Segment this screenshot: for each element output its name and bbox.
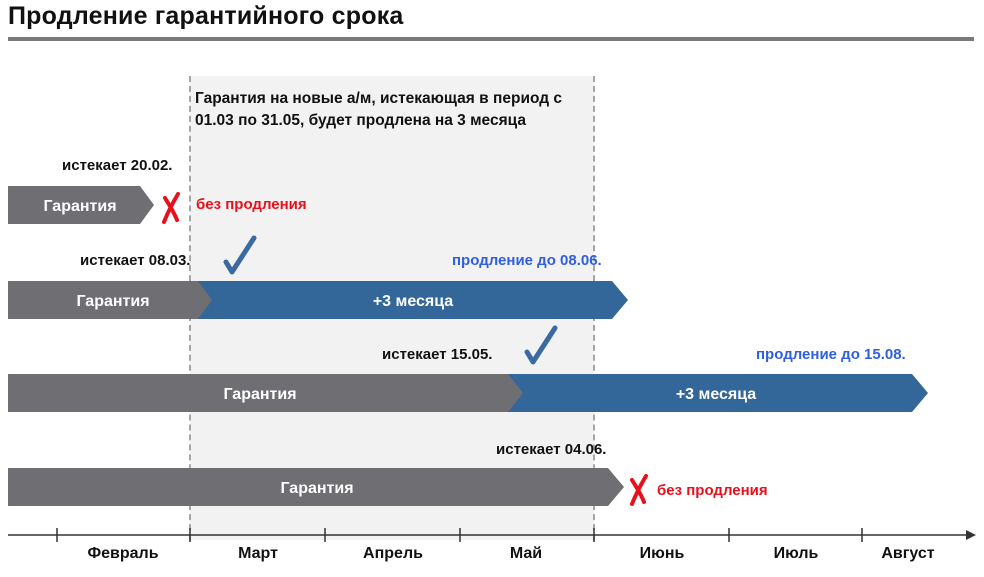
- warranty-bar-1-label: Гарантия: [43, 198, 116, 215]
- status-label-3: продление до 15.08.: [756, 346, 906, 363]
- extension-bar-3-label: +3 месяца: [676, 386, 756, 403]
- check-icon: [223, 235, 257, 275]
- expiry-label-1: истекает 20.02.: [62, 157, 173, 174]
- warranty-bar-2-label: Гарантия: [76, 293, 149, 310]
- month-label: Март: [238, 545, 278, 562]
- month-label: Май: [509, 545, 543, 562]
- warranty-bar-3: [8, 374, 523, 412]
- warranty-bar-4: [8, 468, 624, 506]
- check-icon: [524, 325, 558, 365]
- warranty-bar-3-label: Гарантия: [223, 386, 296, 403]
- expiry-label-2: истекает 08.03.: [80, 252, 191, 269]
- extension-note: Гарантия на новые а/м, истекающая в пери…: [195, 90, 562, 129]
- axis-arrow: [966, 530, 976, 540]
- cross-icon: [630, 474, 648, 506]
- axis-ticks: [56, 528, 863, 542]
- warranty-bar-2: [8, 281, 212, 319]
- expiry-label-4: истекает 04.06.: [496, 441, 607, 458]
- warranty-bar-1: [8, 186, 154, 224]
- extension-bar-2-label: +3 месяца: [373, 293, 453, 310]
- extension-bar-2: [196, 281, 628, 319]
- month-label: Июль: [773, 545, 819, 562]
- extension-bar-3: [505, 374, 928, 412]
- month-label: Февраль: [87, 545, 159, 562]
- expiry-label-3: истекает 15.05.: [382, 346, 493, 363]
- month-label: Апрель: [363, 545, 423, 562]
- status-label-1: без продления: [196, 196, 307, 213]
- warranty-bar-4-label: Гарантия: [280, 480, 353, 497]
- status-label-2: продление до 08.06.: [452, 252, 602, 269]
- cross-icon: [162, 192, 180, 224]
- month-label: Август: [881, 545, 935, 562]
- month-label: Июнь: [639, 545, 685, 562]
- page-title: Продление гарантийного срока: [8, 2, 404, 30]
- title-divider: [8, 37, 974, 41]
- status-label-4: без продления: [657, 482, 768, 499]
